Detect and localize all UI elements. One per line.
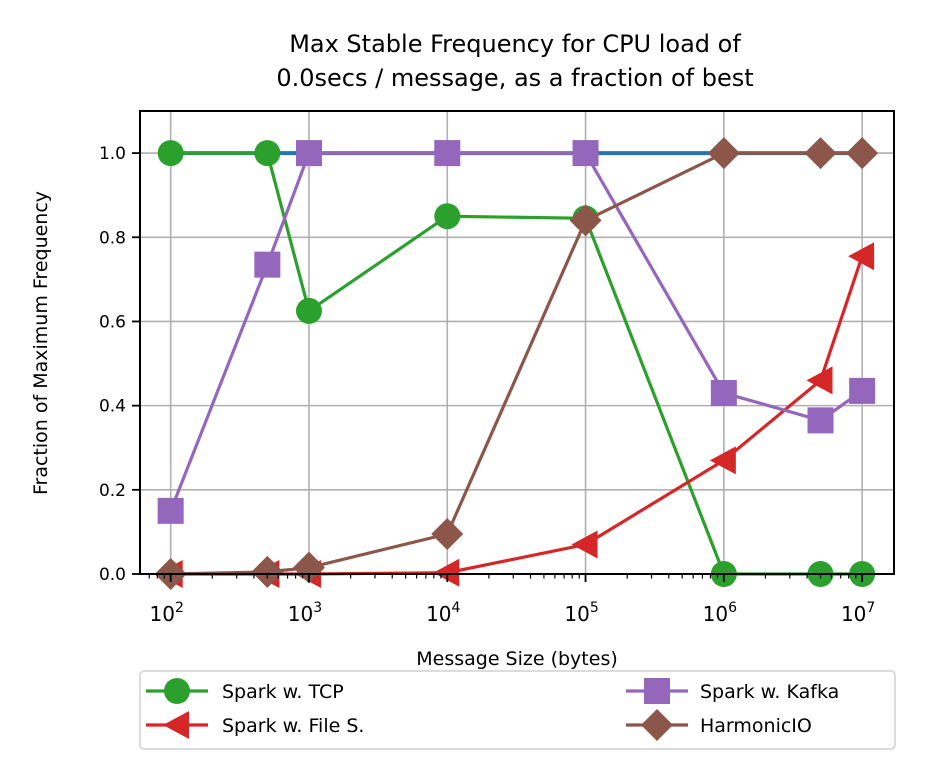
data-point-spark-w-kafka: [849, 377, 876, 404]
data-point-spark-w-file-s: [806, 366, 833, 395]
data-point-spark-w-kafka: [434, 140, 461, 167]
legend-item-harmonicio: HarmonicIO: [626, 709, 812, 741]
x-tick-label: 104: [426, 600, 460, 626]
data-point-harmonicio: [846, 137, 879, 170]
x-tick-label: 102: [149, 600, 183, 626]
data-point-spark-w-file-s: [433, 558, 460, 587]
data-point-spark-w-file-s: [709, 446, 736, 475]
data-point-spark-w-file-s: [571, 530, 598, 559]
x-tick-label-base: 10: [841, 602, 866, 626]
x-tick-label: 103: [288, 600, 322, 626]
data-point-spark-w-kafka: [807, 407, 834, 434]
data-point-spark-w-tcp: [157, 140, 184, 167]
x-tick-label-exponent: 7: [866, 600, 875, 616]
data-point-harmonicio: [431, 518, 464, 551]
y-axis-label: Fraction of Maximum Frequency: [30, 191, 52, 495]
x-tick-label: 107: [841, 600, 875, 626]
x-tick-label-exponent: 6: [728, 600, 737, 616]
x-tick-label-base: 10: [703, 602, 728, 626]
data-point-harmonicio: [292, 551, 325, 584]
y-tick-label: 1.0: [99, 144, 126, 164]
x-tick-label-base: 10: [288, 602, 313, 626]
x-tick-label: 105: [564, 600, 598, 626]
data-point-spark-w-kafka: [254, 251, 281, 278]
legend-marker-spark-w-file-s: [163, 711, 189, 739]
data-point-spark-w-kafka: [295, 140, 322, 167]
x-tick-label-exponent: 3: [313, 600, 322, 616]
data-point-harmonicio: [251, 555, 284, 588]
data-point-spark-w-tcp: [254, 140, 281, 167]
x-tick-label-exponent: 2: [175, 600, 184, 616]
legend-marker-spark-w-tcp: [164, 678, 190, 704]
legend-item-spark-w-file-s: Spark w. File S.: [146, 711, 364, 739]
plot-frame: [139, 110, 895, 575]
legend-label-harmonicio: HarmonicIO: [700, 715, 812, 737]
legend-item-spark-w-kafka: Spark w. Kafka: [626, 678, 839, 704]
y-tick-label: 0.6: [99, 312, 126, 332]
data-point-spark-w-tcp: [434, 203, 461, 230]
x-tick-label-exponent: 4: [452, 600, 461, 616]
y-tick-label: 0.4: [99, 397, 126, 417]
x-tick-label-base: 10: [426, 602, 451, 626]
legend-label-spark-w-tcp: Spark w. TCP: [222, 681, 344, 703]
data-point-spark-w-kafka: [710, 380, 737, 407]
data-point-harmonicio: [804, 137, 837, 170]
x-tick-label-exponent: 5: [590, 600, 599, 616]
legend-marker-spark-w-kafka: [644, 678, 670, 704]
x-axis-label: Message Size (bytes): [416, 648, 618, 670]
y-tick-label: 0.8: [99, 228, 126, 248]
data-point-spark-w-kafka: [572, 140, 599, 167]
legend-label-spark-w-kafka: Spark w. Kafka: [700, 681, 839, 703]
y-tick-label: 0.2: [99, 481, 126, 501]
x-tick-label: 106: [703, 600, 737, 626]
legend-item-spark-w-tcp: Spark w. TCP: [146, 678, 344, 704]
data-point-spark-w-file-s: [848, 242, 875, 271]
chart-title-line-1: Max Stable Frequency for CPU load of: [289, 30, 741, 58]
series-line-spark-w-kafka: [169, 151, 864, 512]
data-point-harmonicio: [707, 137, 740, 170]
x-tick-label-base: 10: [564, 602, 589, 626]
legend-label-spark-w-file-s: Spark w. File S.: [222, 715, 364, 737]
x-tick-label-base: 10: [149, 602, 174, 626]
legend-marker-harmonicio: [641, 709, 673, 741]
legend-box: [139, 670, 896, 750]
legend: Spark w. TCP Spark w. File S. Spark w. Kaf…: [139, 670, 896, 750]
data-point-spark-w-tcp: [295, 297, 322, 324]
y-tick-label: 0.0: [99, 565, 126, 585]
data-point-harmonicio: [569, 204, 602, 237]
chart-title-line-2: 0.0secs / message, as a fraction of best: [276, 64, 753, 92]
data-point-spark-w-kafka: [157, 497, 184, 524]
